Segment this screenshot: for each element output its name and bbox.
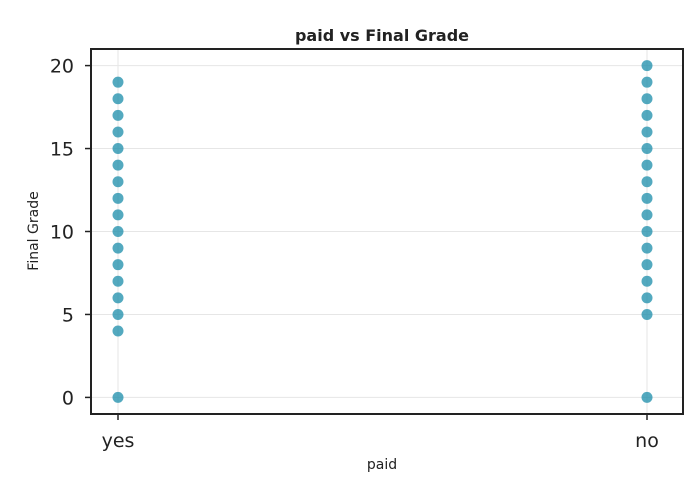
y-tick-label: 0 <box>62 387 74 409</box>
y-tick-label: 15 <box>50 139 74 161</box>
data-point <box>641 76 653 88</box>
data-point <box>112 109 124 121</box>
data-point <box>641 126 653 138</box>
x-tick-label: no <box>635 430 659 452</box>
y-axis-label: Final Grade <box>26 191 42 270</box>
y-tick-label: 5 <box>62 304 74 326</box>
data-point <box>112 226 124 237</box>
data-point <box>112 325 124 337</box>
data-point <box>641 259 653 271</box>
data-point <box>112 143 124 155</box>
data-point <box>641 308 653 320</box>
ticks-layer: 0 5 10 15 20 yes no <box>50 56 659 452</box>
data-point <box>641 292 653 304</box>
data-point <box>641 159 653 171</box>
data-point <box>112 275 124 287</box>
data-point <box>112 159 124 171</box>
data-point <box>641 209 653 221</box>
data-point <box>112 209 124 221</box>
data-point <box>112 126 124 138</box>
data-point <box>641 391 653 403</box>
data-point <box>112 391 124 403</box>
data-point <box>641 176 653 188</box>
data-point <box>641 143 653 155</box>
data-point <box>641 275 653 287</box>
data-point <box>112 176 124 188</box>
data-point <box>112 242 124 254</box>
x-axis-label: paid <box>367 457 397 473</box>
data-point <box>641 60 653 72</box>
data-point <box>112 292 124 304</box>
data-point <box>641 93 653 105</box>
data-point <box>112 259 124 271</box>
data-point <box>112 308 124 320</box>
y-tick-label: 20 <box>50 56 74 78</box>
data-point <box>112 93 124 105</box>
data-point <box>641 242 653 254</box>
chart-title: paid vs Final Grade <box>295 26 469 45</box>
grid-layer <box>91 49 683 414</box>
points-layer <box>112 60 653 403</box>
data-point <box>112 76 124 88</box>
data-point <box>641 192 653 204</box>
x-tick-label: yes <box>102 430 135 452</box>
data-point <box>641 226 653 237</box>
data-point <box>641 109 653 121</box>
y-tick-label: 10 <box>50 222 74 244</box>
data-point <box>112 192 124 204</box>
